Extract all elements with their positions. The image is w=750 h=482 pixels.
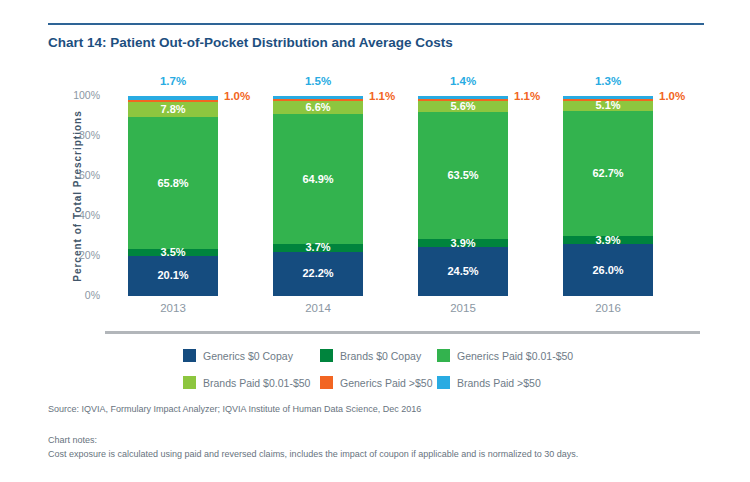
x-axis-category-label: 2013 — [128, 302, 218, 314]
legend-divider — [105, 331, 700, 334]
side-bar-value-label: 1.0% — [224, 90, 250, 102]
bar-segment: 63.5% — [418, 112, 508, 239]
segment-value-label: 63.5% — [447, 170, 478, 181]
stacked-bar: 5.6% 63.5% 3.9% 24.5% — [418, 96, 508, 296]
x-axis-category-label: 2016 — [563, 302, 653, 314]
y-tick-label: 80% — [56, 129, 100, 141]
bar-segment: 24.5% — [418, 247, 508, 296]
chart-page: Chart 14: Patient Out-of-Pocket Distribu… — [0, 0, 750, 482]
segment-value-label: 5.1% — [595, 100, 620, 111]
legend-item: Brands Paid >$50 — [437, 376, 573, 389]
y-tick-label: 0% — [56, 289, 100, 301]
segment-value-label: 3.9% — [450, 238, 475, 249]
legend-item: Brands Paid $0.01-$50 — [183, 376, 320, 389]
segment-value-label: 62.7% — [592, 168, 623, 179]
bar-segment: 5.1% — [563, 101, 653, 111]
segment-value-label: 24.5% — [447, 266, 478, 277]
legend-swatch-icon — [437, 376, 450, 389]
legend-item: Generics Paid $0.01-$50 — [437, 349, 573, 362]
bar-segment: 65.8% — [128, 117, 218, 249]
top-rule-divider — [48, 23, 704, 25]
chart-title: Chart 14: Patient Out-of-Pocket Distribu… — [48, 35, 453, 50]
legend-label: Generics $0 Copay — [203, 350, 293, 362]
above-bar-value-label: 1.3% — [563, 75, 653, 87]
bar-segment: 5.6% — [418, 101, 508, 112]
bar-segment: 3.9% — [418, 239, 508, 247]
chart-notes: Chart notes: Cost exposure is calculated… — [48, 433, 578, 461]
bar-segment: 3.5% — [128, 249, 218, 256]
legend-swatch-icon — [183, 349, 196, 362]
bar-segment: 62.7% — [563, 111, 653, 236]
above-bar-value-label: 1.5% — [273, 75, 363, 87]
legend-label: Brands Paid >$50 — [457, 377, 541, 389]
segment-value-label: 3.7% — [305, 242, 330, 253]
stacked-bar: 5.1% 62.7% 3.9% 26.0% — [563, 96, 653, 296]
bar-segment: 7.8% — [128, 102, 218, 118]
legend-label: Generics Paid $0.01-$50 — [457, 350, 573, 362]
stacked-bar: 7.8% 65.8% 3.5% 20.1% — [128, 96, 218, 296]
bar-group-2015: 5.6%63.5%3.9%24.5%1.1%1.4%2015 — [418, 96, 508, 296]
segment-value-label: 22.2% — [302, 268, 333, 279]
above-bar-value-label: 1.4% — [418, 75, 508, 87]
legend-swatch-icon — [320, 349, 333, 362]
y-tick-label: 100% — [56, 89, 100, 101]
segment-value-label: 3.9% — [595, 235, 620, 246]
x-axis-category-label: 2014 — [273, 302, 363, 314]
chart-notes-body: Cost exposure is calculated using paid a… — [48, 447, 578, 461]
bar-segment: 20.1% — [128, 256, 218, 296]
bar-segment: 22.2% — [273, 252, 363, 296]
side-bar-value-label: 1.1% — [514, 90, 540, 102]
x-axis-category-label: 2015 — [418, 302, 508, 314]
bar-group-2013: 7.8%65.8%3.5%20.1%1.0%1.7%2013 — [128, 96, 218, 296]
legend-swatch-icon — [437, 349, 450, 362]
segment-value-label: 20.1% — [157, 270, 188, 281]
legend-row: Brands Paid $0.01-$50 Generics Paid >$50 B… — [183, 369, 573, 396]
legend: Generics $0 Copay Brands $0 Copay Generics… — [183, 342, 573, 396]
source-text: Source: IQVIA, Formulary Impact Analyzer… — [48, 404, 421, 414]
bar-segment: 6.6% — [273, 101, 363, 114]
bar-segment: 64.9% — [273, 114, 363, 244]
legend-item: Brands $0 Copay — [320, 349, 437, 362]
legend-label: Generics Paid >$50 — [340, 377, 433, 389]
legend-item: Generics Paid >$50 — [320, 376, 437, 389]
bar-segment: 3.9% — [563, 236, 653, 244]
chart-notes-title: Chart notes: — [48, 433, 578, 447]
legend-row: Generics $0 Copay Brands $0 Copay Generics… — [183, 342, 573, 369]
legend-swatch-icon — [183, 376, 196, 389]
side-bar-value-label: 1.0% — [659, 90, 685, 102]
segment-value-label: 5.6% — [450, 101, 475, 112]
legend-label: Brands Paid $0.01-$50 — [203, 377, 310, 389]
y-tick-label: 40% — [56, 209, 100, 221]
segment-value-label: 26.0% — [592, 265, 623, 276]
above-bar-value-label: 1.7% — [128, 75, 218, 87]
legend-item: Generics $0 Copay — [183, 349, 320, 362]
segment-value-label: 7.8% — [160, 104, 185, 115]
bar-group-2014: 6.6%64.9%3.7%22.2%1.1%1.5%2014 — [273, 96, 363, 296]
segment-value-label: 64.9% — [302, 174, 333, 185]
y-tick-label: 20% — [56, 249, 100, 261]
legend-label: Brands $0 Copay — [340, 350, 421, 362]
y-tick-label: 60% — [56, 169, 100, 181]
segment-value-label: 3.5% — [160, 247, 185, 258]
bar-segment: 3.7% — [273, 244, 363, 251]
segment-value-label: 6.6% — [305, 102, 330, 113]
legend-swatch-icon — [320, 376, 333, 389]
stacked-bar: 6.6% 64.9% 3.7% 22.2% — [273, 96, 363, 296]
bar-segment: 26.0% — [563, 244, 653, 296]
bar-group-2016: 5.1%62.7%3.9%26.0%1.0%1.3%2016 — [563, 96, 653, 296]
side-bar-value-label: 1.1% — [369, 90, 395, 102]
segment-value-label: 65.8% — [157, 178, 188, 189]
